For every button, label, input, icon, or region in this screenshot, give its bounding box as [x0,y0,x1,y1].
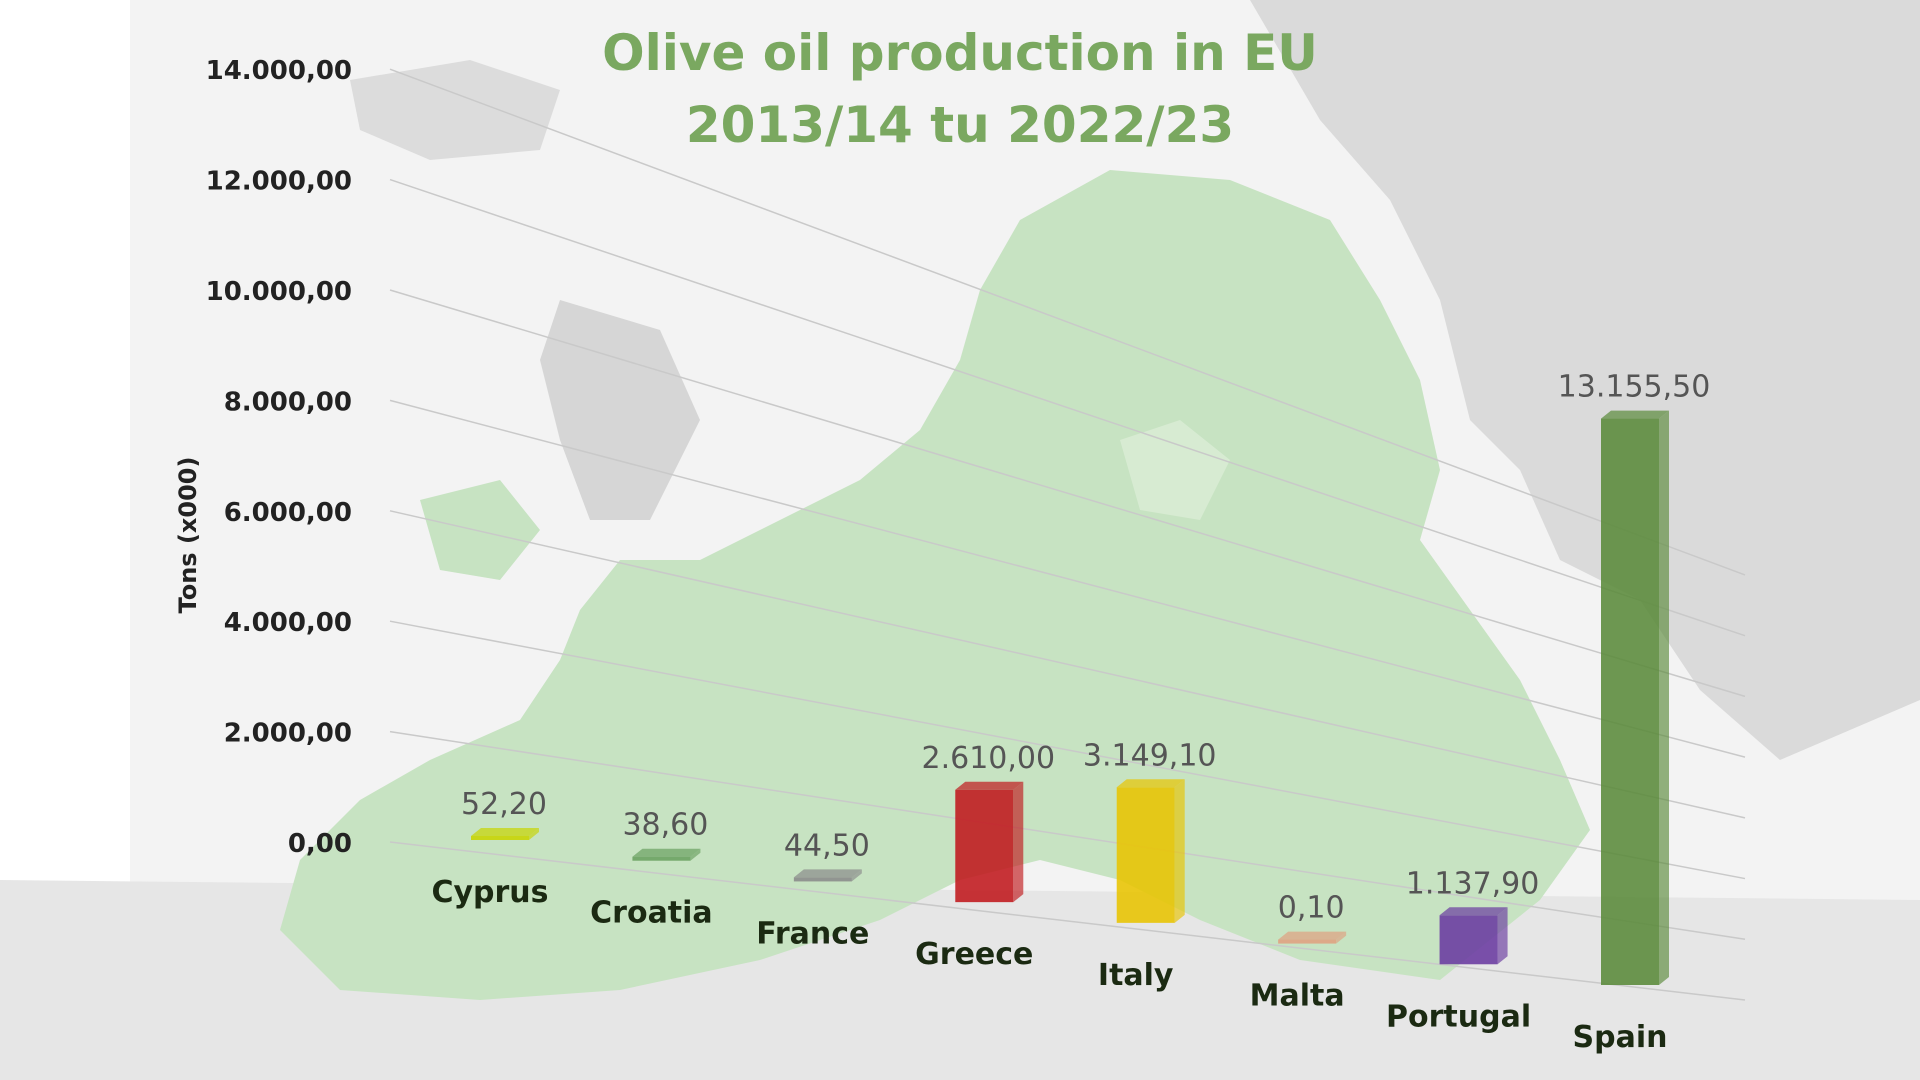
bar-italy [1116,779,1185,923]
category-label-croatia: Croatia [590,896,713,931]
category-label-spain: Spain [1573,1020,1668,1055]
category-label-portugal: Portugal [1386,999,1531,1034]
category-label-greece: Greece [915,937,1033,972]
chart-title-line-2: 2013/14 tu 2022/23 [686,96,1234,154]
category-label-cyprus: Cyprus [431,875,548,910]
y-axis-ticks: 0,00 2.000,00 4.000,00 6.000,00 8.000,00 10.0… [206,56,352,859]
bar-spain [1601,410,1669,985]
category-labels: Cyprus Croatia France Greece Italy Malta Portu… [431,875,1667,1055]
value-label-croatia: 38,60 [622,808,708,843]
chart-title-line-1: Olive oil production in EU [602,24,1318,82]
gridline [389,841,1746,1001]
gridline [389,510,1746,819]
value-label-spain: 13.155,50 [1558,370,1711,405]
bar-france [793,869,862,882]
gridline [389,399,1746,758]
y-tick-label: 10.000,00 [206,277,352,307]
y-tick-label: 12.000,00 [206,167,352,197]
gridline [389,730,1746,941]
category-label-malta: Malta [1250,979,1345,1014]
gridline [389,68,1746,576]
category-label-italy: Italy [1098,958,1174,993]
value-label-malta: 0,10 [1278,891,1345,926]
gridlines [389,68,1746,1001]
bar-portugal [1439,907,1508,965]
bar-greece [955,781,1024,903]
y-tick-label: 6.000,00 [224,498,352,528]
value-labels: 52,20 38,60 44,50 2.610,00 3.149,10 0,10 1.137… [461,370,1710,926]
bar-malta [1278,931,1347,944]
gridline [389,620,1746,880]
y-tick-label: 2.000,00 [224,719,352,749]
bars [471,410,1669,985]
value-label-cyprus: 52,20 [461,787,547,822]
y-tick-label: 14.000,00 [206,56,352,86]
y-tick-label: 4.000,00 [224,608,352,638]
bar-cyprus [471,828,539,840]
y-tick-label: 0,00 [288,829,352,859]
value-label-france: 44,50 [784,828,870,863]
value-label-italy: 3.149,10 [1083,738,1217,773]
gridline [389,289,1746,698]
value-label-greece: 2.610,00 [921,741,1055,776]
y-tick-label: 8.000,00 [224,387,352,417]
bar-croatia [632,848,701,861]
chart-title: Olive oil production in EU 2013/14 tu 20… [602,24,1318,154]
y-axis-label: Tons (x000) [174,457,202,614]
gridline [389,178,1746,637]
value-label-portugal: 1.137,90 [1406,866,1540,901]
category-label-france: France [756,916,869,951]
